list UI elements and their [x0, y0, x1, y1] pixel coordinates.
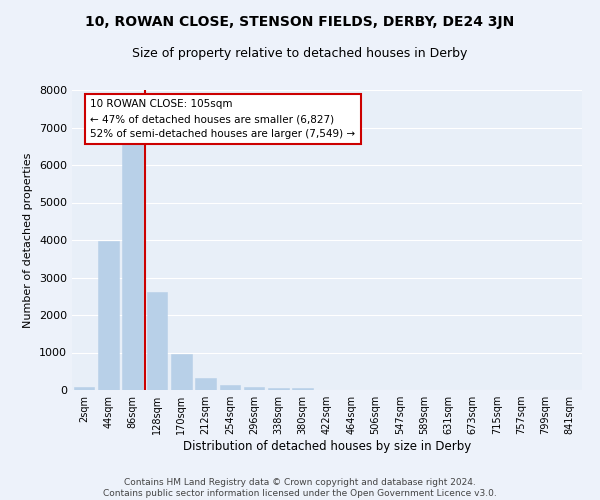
Bar: [268, 388, 289, 390]
Text: 10 ROWAN CLOSE: 105sqm
← 47% of detached houses are smaller (6,827)
52% of semi-: 10 ROWAN CLOSE: 105sqm ← 47% of detached…: [90, 100, 355, 139]
Bar: [292, 388, 313, 390]
Bar: [146, 292, 167, 390]
Bar: [171, 354, 191, 390]
Bar: [244, 386, 265, 390]
Bar: [122, 144, 143, 390]
X-axis label: Distribution of detached houses by size in Derby: Distribution of detached houses by size …: [183, 440, 471, 453]
Bar: [98, 241, 119, 390]
Bar: [220, 385, 240, 390]
Text: 10, ROWAN CLOSE, STENSON FIELDS, DERBY, DE24 3JN: 10, ROWAN CLOSE, STENSON FIELDS, DERBY, …: [85, 15, 515, 29]
Text: Contains HM Land Registry data © Crown copyright and database right 2024.
Contai: Contains HM Land Registry data © Crown c…: [103, 478, 497, 498]
Y-axis label: Number of detached properties: Number of detached properties: [23, 152, 34, 328]
Bar: [195, 378, 216, 390]
Bar: [74, 387, 94, 390]
Text: Size of property relative to detached houses in Derby: Size of property relative to detached ho…: [133, 48, 467, 60]
